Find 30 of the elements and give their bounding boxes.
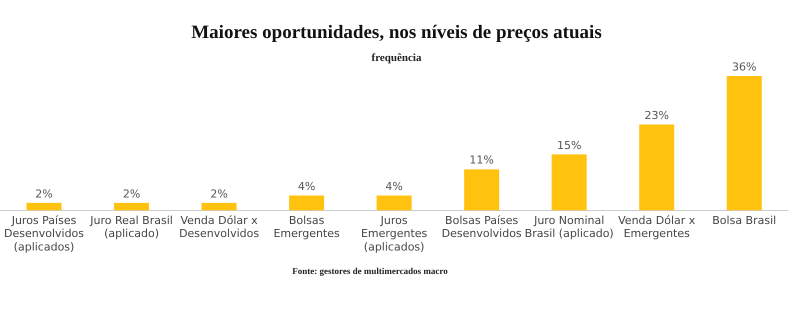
data-label: 11%	[469, 154, 494, 167]
data-label: 36%	[732, 60, 756, 74]
data-label: 2%	[210, 187, 228, 200]
bar	[376, 195, 412, 210]
bar	[639, 124, 674, 210]
bar	[726, 76, 762, 210]
bar	[26, 202, 62, 210]
data-label: 15%	[556, 138, 582, 152]
x-tick-label: Bolsas Emergentes	[273, 214, 340, 240]
x-tick-label: Venda Dólar x Desenvolvidos	[179, 214, 260, 240]
data-label: 4%	[298, 180, 316, 193]
bar	[552, 154, 587, 210]
x-tick-label: Venda Dólar x Emergentes	[618, 214, 696, 240]
x-tick-label: Juros Emergentes (aplicados)	[360, 214, 428, 254]
data-label: 2%	[122, 187, 140, 200]
bar	[114, 202, 150, 210]
bar	[464, 169, 500, 210]
data-label: 23%	[644, 108, 669, 122]
x-tick-label: Juros Países Desenvolvidos (aplicados)	[4, 214, 84, 254]
x-tick-label: Bolsas Países Desenvolvidos	[442, 214, 522, 240]
chart-subtitle: frequência	[372, 52, 422, 64]
source-note: Fonte: gestores de multimercados macro	[291, 266, 449, 276]
data-label: 4%	[385, 180, 403, 193]
x-tick-label: Juro Real Brasil (aplicado)	[89, 214, 173, 240]
x-tick-label: Bolsa Brasil	[712, 214, 776, 227]
bar	[202, 202, 237, 210]
data-label: 2%	[35, 187, 53, 200]
chart-title: Maiores oportunidades, nos níveis de preços atuais	[190, 22, 603, 44]
x-tick-label: Juro Nominal Brasil (aplicado)	[524, 214, 614, 240]
bar	[289, 195, 324, 210]
